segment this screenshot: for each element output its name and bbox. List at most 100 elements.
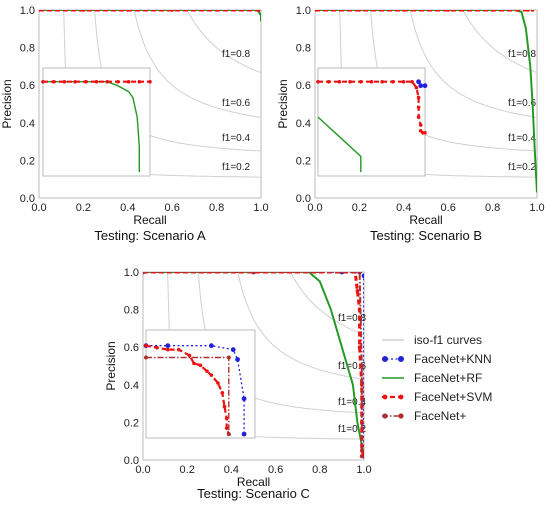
data-point-knn [422,83,428,89]
iso-f1-label: f1=0.4 [222,133,251,144]
data-point-svm [315,10,317,12]
legend-item-svm: FaceNet+SVM [382,390,492,404]
series-line-rf [143,272,364,457]
x-tick-label: 0.0 [135,464,150,476]
data-point-knn [361,273,364,279]
iso-f1-label: f1=0.8 [222,49,251,60]
data-point-svm [170,10,174,12]
inset-plot [42,67,151,177]
data-point-svm [316,79,320,84]
y-tick-label: 1.0 [296,5,311,17]
data-point-svm [81,10,86,12]
x-tick-label: 0.6 [165,202,180,214]
y-tick-label: 0.8 [296,43,311,55]
data-point-svm [214,10,219,12]
chart-caption: Testing: Scenario A [94,228,206,243]
series-line-rf [39,10,261,22]
data-point-svm [418,123,423,127]
x-tick-label: 0.4 [396,202,411,214]
data-point-knn [235,357,240,362]
data-point-svm [51,79,56,84]
x-tick-label: 0.0 [307,202,322,214]
data-point-svm [423,131,427,135]
x-tick-label: 0.0 [31,202,46,214]
data-point-facenet [144,355,148,360]
series-group [143,272,364,459]
data-point-svm [84,79,88,84]
legend-marker [382,356,388,362]
legend-label: FaceNet+ [414,409,466,423]
data-point-svm [530,10,535,12]
data-point-knn [241,431,247,437]
x-tick-label: 0.4 [224,464,239,476]
data-point-svm [155,345,159,350]
inset-series [41,79,152,173]
data-point-svm [144,343,148,348]
data-point-svm [355,289,360,293]
data-point-svm [198,363,203,368]
y-tick-label: 0.6 [124,342,139,354]
y-tick-label: 0.2 [20,155,35,167]
iso-f1-curve [133,10,261,118]
chart-panel-1: f1=0.2 f1=0.4 f1=0.6 f1=0.8 0.0 0.2 0.4 0.6 0.8 1… [0,5,269,243]
iso-f1-curve [186,10,261,74]
iso-f1-label: f1=0.6 [508,98,537,109]
legend-marker [398,394,404,400]
x-tick-label: 1.0 [253,202,268,214]
iso-f1-label: f1=0.8 [508,49,537,60]
x-tick-label: 0.8 [485,202,500,214]
y-tick-label: 0.4 [296,118,311,130]
y-axis-label: Precision [0,79,14,128]
legend-marker [398,356,404,362]
legend-marker [382,413,388,419]
y-tick-label: 0.0 [124,455,139,467]
x-axis-label: Recall [409,213,442,227]
legend-label: FaceNet+RF [414,371,482,385]
data-point-svm [126,10,130,12]
data-point-svm [192,361,196,366]
iso-f1-label: f1=0.4 [338,397,367,408]
x-axis-label: Recall [237,475,270,489]
data-point-svm [414,85,419,90]
y-tick-label: 0.8 [124,305,139,317]
y-tick-label: 0.8 [20,43,35,55]
data-point-svm [402,10,406,12]
data-point-knn [418,83,424,89]
data-point-svm [369,79,374,84]
data-point-svm [380,79,385,84]
data-point-facenet [359,364,364,368]
data-point-svm [205,369,209,374]
data-point-svm [256,10,261,12]
iso-f1-curve [462,10,537,74]
y-tick-label: 0.2 [124,417,139,429]
y-tick-label: 0.0 [296,193,311,205]
y-tick-label: 0.2 [296,155,311,167]
data-point-knn [230,347,236,353]
data-point-svm [216,381,220,385]
x-axis-label: Recall [133,213,166,227]
data-point-svm [41,79,45,84]
data-point-svm [220,391,225,395]
legend-label: iso-f1 curves [414,333,482,347]
inset-series [316,79,428,173]
iso-f1-label: f1=0.2 [508,162,537,173]
data-point-svm [187,353,192,358]
y-axis-label: Precision [276,79,290,128]
legend-label: FaceNet+KNN [414,352,492,366]
data-point-svm [391,79,395,84]
x-tick-label: 0.2 [352,202,367,214]
x-tick-label: 0.8 [312,464,327,476]
series-group [315,10,537,193]
x-tick-label: 0.8 [209,202,224,214]
data-point-svm [410,79,414,84]
x-tick-label: 1.0 [356,464,371,476]
series-line-svm [145,344,230,435]
data-point-svm [39,10,41,12]
data-point-facenet [226,355,231,360]
data-point-svm [126,79,131,84]
data-point-svm [94,79,99,84]
legend-item-knn: FaceNet+KNN [382,352,492,366]
data-point-knn [209,343,214,349]
legend-item-rf: FaceNet+RF [382,371,482,385]
